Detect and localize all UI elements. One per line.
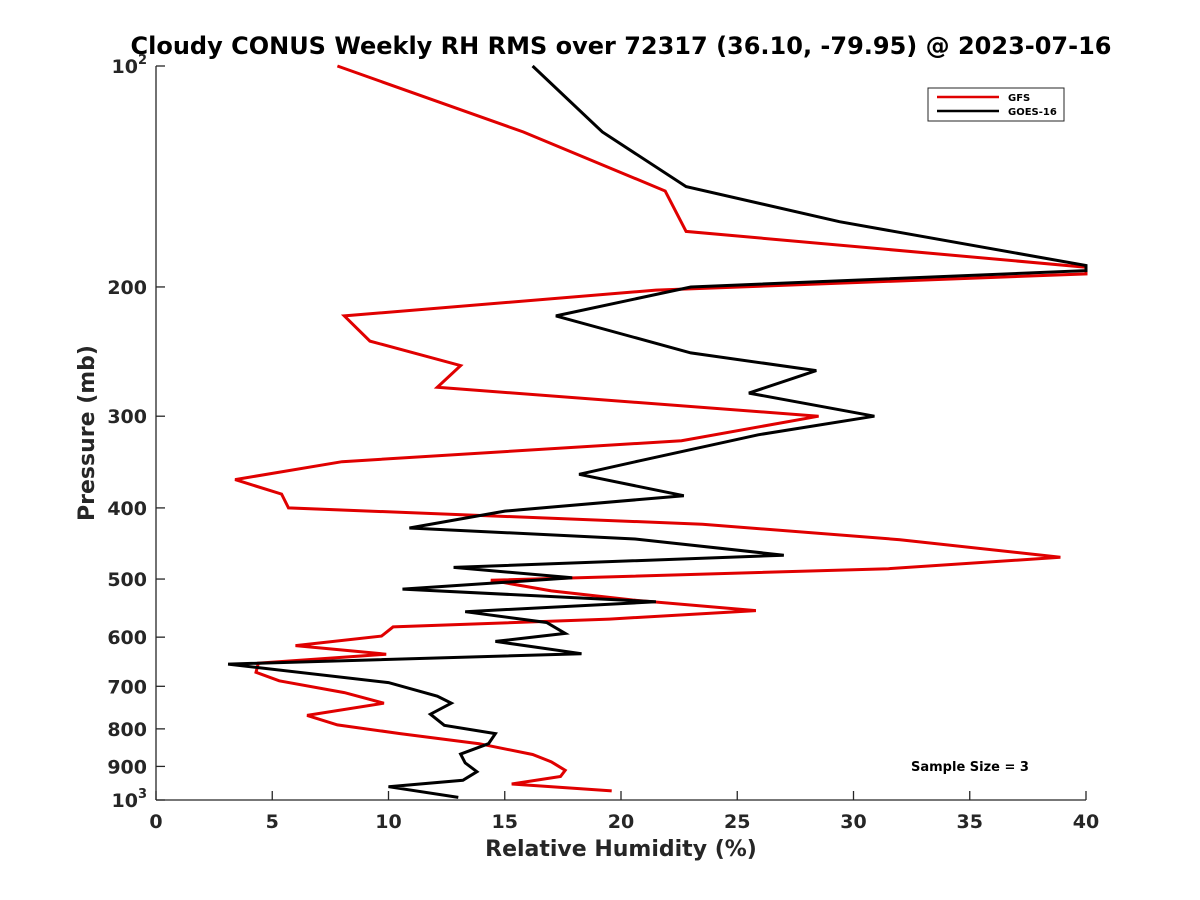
legend-label-gfs: GFS [1008, 93, 1030, 104]
sample-size-annotation: Sample Size = 3 [911, 760, 1029, 775]
y-tick-label: 103 [112, 787, 148, 812]
x-tick-label: 5 [266, 811, 279, 833]
x-tick-label: 40 [1073, 811, 1099, 833]
y-tick-label: 400 [107, 498, 147, 520]
x-tick-label: 10 [375, 811, 401, 833]
series-line-goes16 [227, 64, 1088, 799]
y-tick-label: 102 [112, 53, 148, 78]
x-tick-label: 35 [957, 811, 983, 833]
legend-box [927, 87, 1065, 122]
x-ticks: 0 5 10 15 20 25 30 35 40 [149, 791, 1099, 833]
y-tick-label: 900 [107, 756, 147, 778]
series-line-gfs [234, 64, 1088, 793]
y-tick-label: 200 [107, 277, 147, 299]
x-tick-label: 15 [492, 811, 518, 833]
legend: GFS GOES-16 [927, 87, 1065, 122]
chart-title: Cloudy CONUS Weekly RH RMS over 72317 (3… [131, 32, 1112, 60]
y-tick-label: 700 [107, 676, 147, 698]
x-tick-label: 25 [724, 811, 750, 833]
x-tick-label: 30 [840, 811, 866, 833]
legend-label-goes16: GOES-16 [1008, 107, 1057, 118]
y-tick-label: 500 [107, 569, 147, 591]
series-layer [227, 64, 1088, 799]
y-axis-label: Pressure (mb) [75, 345, 100, 521]
y-tick-label: 600 [107, 627, 147, 649]
y-ticks: 102 200 300 400 500 600 700 800 900 103 [107, 53, 165, 812]
x-tick-label: 0 [149, 811, 162, 833]
y-tick-label: 800 [107, 719, 147, 741]
y-tick-label: 300 [107, 406, 147, 428]
x-tick-label: 20 [608, 811, 634, 833]
x-axis-label: Relative Humidity (%) [485, 837, 757, 862]
